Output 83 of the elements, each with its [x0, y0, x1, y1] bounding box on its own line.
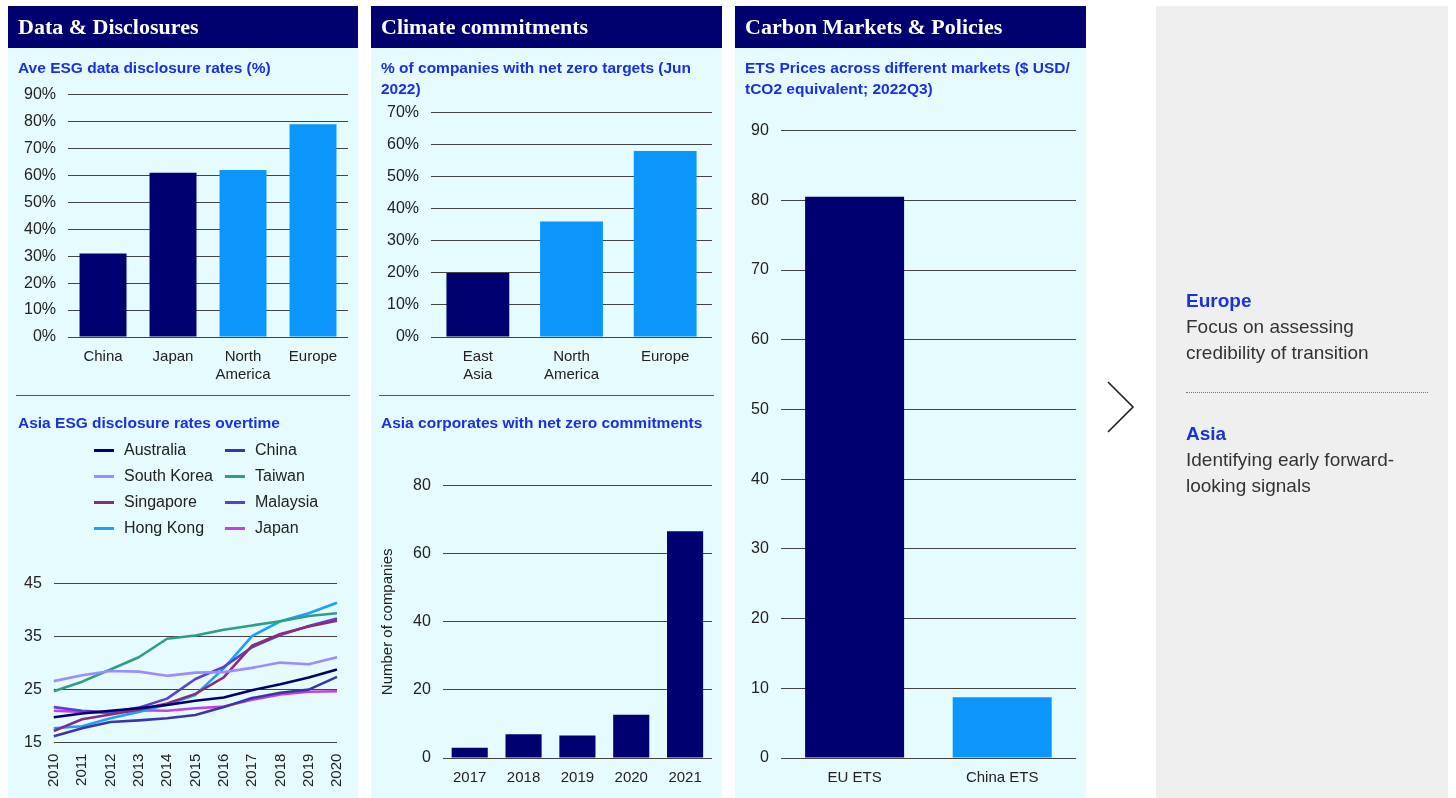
y-tick-label: 80: [413, 476, 431, 494]
x-tick-label: 2012: [100, 753, 118, 788]
y-tick-label: 40%: [386, 199, 420, 217]
y-tick-label: 70%: [386, 103, 420, 121]
x-tick-label: EU ETS: [827, 768, 882, 786]
y-tick-label: 50%: [23, 192, 57, 210]
y-tick-label: 20: [413, 680, 431, 698]
x-tick-label: Europe: [640, 347, 690, 365]
legend-label: Taiwan: [255, 467, 305, 485]
text: Europe: [1186, 290, 1253, 312]
chart-title: Carbon Markets & Policies: [735, 6, 1086, 48]
x-tick-label: China ETS: [965, 768, 1039, 786]
x-tick-label: 2019: [298, 753, 316, 788]
chart-subtitle: ETS Prices across different markets ($ USD/ tCO2 equivalent; 2022Q3): [744, 58, 1071, 99]
x-tick-label: North America: [544, 347, 600, 383]
y-axis-title: Number of companies: [378, 548, 396, 696]
x-tick-label: Japan: [152, 347, 194, 365]
x-tick-label: China: [83, 347, 124, 365]
y-tick-label: 25: [24, 680, 42, 698]
y-tick-label: 20%: [23, 273, 57, 291]
chart-title: Asia ESG disclosure rates overtime: [17, 413, 281, 433]
y-tick-label: 30%: [386, 231, 420, 249]
y-tick-label: 40: [751, 469, 769, 487]
legend-label: Australia: [124, 441, 187, 459]
chart-title: Climate commitments: [371, 6, 722, 48]
text: Identifying early forward-looking signals: [1186, 448, 1396, 498]
y-tick-label: 90%: [23, 85, 57, 103]
y-tick-label: 45: [24, 574, 42, 592]
x-tick-label: 2013: [128, 753, 146, 788]
y-tick-label: 20%: [386, 263, 420, 281]
legend-label: South Korea: [124, 467, 213, 485]
x-tick-label: 2018: [506, 768, 541, 786]
y-tick-label: 30%: [23, 246, 57, 264]
x-tick-label: 2019: [560, 768, 595, 786]
x-tick-label: 2017: [453, 768, 487, 786]
y-tick-label: 0%: [395, 327, 420, 345]
y-tick-label: 35: [24, 627, 42, 645]
x-tick-label: 2014: [157, 753, 175, 788]
x-tick-label: 2011: [72, 753, 90, 786]
chart-subtitle: Ave ESG data disclosure rates (%): [17, 58, 272, 78]
y-tick-label: 80%: [23, 111, 57, 129]
x-tick-label: 2015: [185, 753, 203, 788]
x-tick-label: North America: [215, 347, 272, 383]
y-tick-label: 30: [751, 539, 769, 557]
y-tick-label: 0: [421, 748, 431, 766]
chart-title: Data & Disclosures: [8, 6, 358, 48]
y-tick-label: 0: [759, 748, 769, 766]
x-tick-label: 2010: [43, 753, 61, 788]
y-tick-label: 60: [413, 544, 431, 562]
y-tick-label: 70: [751, 260, 769, 278]
x-tick-label: Europe: [288, 347, 338, 365]
chart-subtitle: % of companies with net zero targets (Jun 2022): [380, 58, 693, 99]
y-tick-label: 0%: [32, 327, 57, 345]
chart-title: Asia corporates with net zero commitments: [380, 413, 704, 433]
y-tick-label: 60%: [386, 135, 420, 153]
x-tick-label: 2018: [270, 753, 288, 788]
y-tick-label: 50: [751, 399, 769, 417]
legend-label: Hong Kong: [124, 519, 205, 537]
y-tick-label: 50%: [386, 167, 420, 185]
x-tick-label: 2020: [614, 768, 648, 786]
x-tick-label: 2016: [213, 753, 231, 788]
y-tick-label: 70%: [23, 138, 57, 156]
x-tick-label: East Asia: [462, 347, 494, 383]
y-tick-label: 60%: [23, 165, 57, 183]
y-tick-label: 10%: [23, 300, 57, 318]
y-tick-label: 60: [751, 330, 769, 348]
y-tick-label: 15: [24, 733, 42, 751]
legend-label: Malaysia: [255, 493, 319, 511]
legend-label: Singapore: [124, 493, 197, 511]
x-tick-label: 2017: [242, 753, 260, 788]
x-tick-label: 2021: [668, 768, 702, 786]
y-tick-label: 40%: [23, 219, 57, 237]
text: Asia: [1186, 423, 1228, 445]
y-tick-label: 10%: [386, 295, 420, 313]
y-tick-label: 90: [751, 121, 769, 139]
y-tick-label: 80: [751, 190, 769, 208]
text: Focus on assessing credibility of transition: [1186, 315, 1370, 365]
x-tick-label: 2020: [327, 753, 345, 788]
y-tick-label: 20: [751, 608, 769, 626]
y-tick-label: 40: [413, 612, 431, 630]
legend-label: Japan: [255, 519, 299, 537]
legend-label: China: [255, 441, 297, 459]
y-tick-label: 10: [751, 678, 769, 696]
